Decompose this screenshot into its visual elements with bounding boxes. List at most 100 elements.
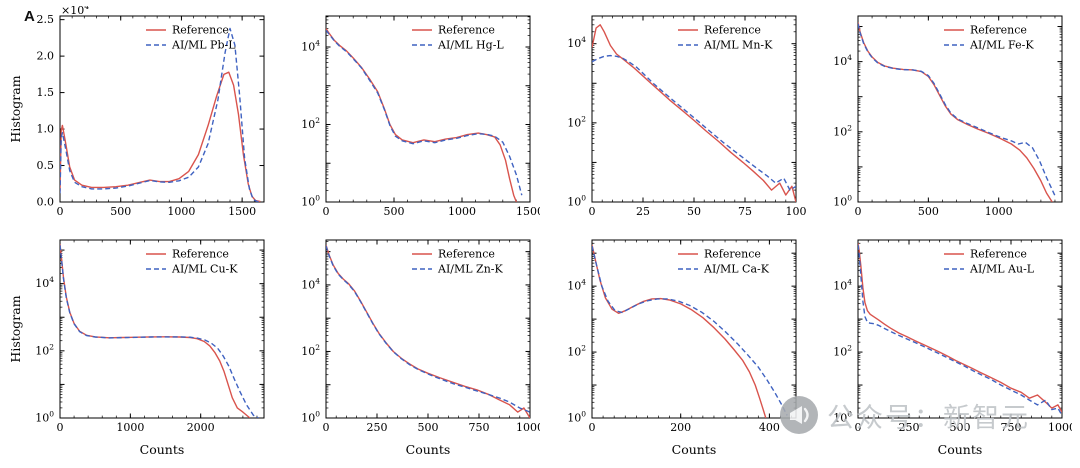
series-aiml-line bbox=[858, 23, 1056, 197]
x-axis-label: Counts bbox=[938, 442, 983, 457]
series-reference-line bbox=[592, 24, 796, 202]
x-tick-label: 0 bbox=[589, 205, 596, 218]
y-tick-label: 104 bbox=[567, 35, 586, 50]
x-tick-label: 1000 bbox=[985, 205, 1013, 218]
plot-au-l: 02505007501000100102104ReferenceAI/ML Au… bbox=[833, 239, 1076, 457]
x-tick-label: 1500 bbox=[516, 205, 540, 218]
series-reference-line bbox=[592, 244, 767, 418]
legend-label: AI/ML Zn-K bbox=[437, 263, 504, 276]
y-tick-label: 0.5 bbox=[37, 159, 55, 172]
x-tick-label: 0 bbox=[323, 205, 330, 218]
subplot-zn-k: 0 250 500 750 1000 100 102 104 Reference AI/ML Zn… bbox=[274, 230, 544, 464]
y-tick-label: 100 bbox=[833, 194, 852, 209]
x-tick-label: 500 bbox=[110, 205, 131, 218]
y-tick-label: 104 bbox=[301, 39, 320, 54]
series-reference-line bbox=[858, 243, 1062, 413]
y-tick-label: 104 bbox=[833, 53, 852, 68]
legend-label: Reference bbox=[438, 248, 495, 261]
subplot-cu-k: 0 1000 2000 100 102 104 Reference AI/ML Cu-K His… bbox=[8, 230, 274, 464]
legend-label: AI/ML Au-L bbox=[969, 263, 1035, 276]
axes-frame bbox=[857, 15, 1063, 203]
x-tick-label: 1000 bbox=[448, 205, 476, 218]
y-tick-label: 102 bbox=[833, 344, 852, 359]
legend-label: AI/ML Mn-K bbox=[703, 39, 773, 52]
series-aiml-line bbox=[592, 245, 788, 416]
y-tick-label: 2.0 bbox=[37, 50, 55, 63]
y-tick-label: 102 bbox=[301, 343, 320, 358]
axes-frame bbox=[59, 239, 265, 419]
plot-hg-l: 0 500 1000 1500 100 102 104 Reference AI/ML Hg-L bbox=[301, 15, 544, 218]
x-tick-label: 250 bbox=[367, 421, 388, 434]
series-aiml-line bbox=[60, 245, 259, 418]
y-tick-label: 102 bbox=[833, 123, 852, 138]
series-aiml-line bbox=[326, 29, 523, 196]
x-tick-label: 750 bbox=[469, 421, 490, 434]
legend-label: Reference bbox=[172, 24, 229, 37]
y-tick-label: 100 bbox=[567, 410, 586, 425]
x-tick-label: 2000 bbox=[187, 421, 215, 434]
y-tick-label: 100 bbox=[567, 194, 586, 209]
y-axis-label: Histogram bbox=[8, 295, 23, 362]
legend-label: Reference bbox=[970, 24, 1027, 37]
x-tick-label: 1000 bbox=[167, 205, 195, 218]
legend-label: Reference bbox=[704, 24, 761, 37]
x-tick-label: 200 bbox=[670, 421, 691, 434]
y-tick-label: 104 bbox=[301, 276, 320, 291]
subplot-ca-k: 0 200 400 100 102 104 Reference AI/ML Ca-K Count… bbox=[540, 230, 806, 464]
series-aiml-line bbox=[60, 27, 262, 202]
y-tick-label: 104 bbox=[35, 275, 54, 290]
watermark-text: 公众号：新智元 bbox=[827, 402, 1030, 434]
subplot-au-l: 02505007501000100102104ReferenceAI/ML Au… bbox=[806, 230, 1076, 464]
figure-grid: 0 500 1000 1500 0.0 0.5 1.0 1.5 2.0 2.5 ×104 Refere… bbox=[8, 2, 1076, 464]
y-tick-label: 100 bbox=[35, 410, 54, 425]
x-axis-label: Counts bbox=[406, 442, 451, 457]
x-tick-label: 0 bbox=[589, 421, 596, 434]
x-tick-label: 100 bbox=[786, 205, 807, 218]
series-aiml-line bbox=[326, 245, 530, 413]
axes-frame bbox=[59, 15, 265, 203]
legend-label: AI/ML Pb-L bbox=[171, 39, 236, 52]
series-aiml-line bbox=[592, 54, 796, 191]
x-axis-label: Counts bbox=[672, 442, 717, 457]
series-reference-line bbox=[326, 28, 518, 202]
x-tick-label: 50 bbox=[687, 205, 701, 218]
axes-frame bbox=[325, 15, 531, 203]
series-aiml-line bbox=[858, 244, 1062, 416]
legend-label: Reference bbox=[704, 248, 761, 261]
subplot-mn-k: 0 25 50 75 100 100 102 104 Reference AI/ML Mn-K bbox=[540, 6, 807, 230]
y-tick-label: 2.5 bbox=[37, 13, 55, 26]
y-tick-label: 100 bbox=[301, 410, 320, 425]
plot-cu-k: 0 1000 2000 100 102 104 Reference AI/ML Cu-K His… bbox=[8, 239, 265, 457]
x-tick-label: 250 bbox=[899, 421, 920, 434]
y-axis-label: Histogram bbox=[8, 75, 23, 142]
plot-pb-l: 0 500 1000 1500 0.0 0.5 1.0 1.5 2.0 2.5 ×104 Refere… bbox=[8, 2, 265, 218]
megaphone-icon bbox=[780, 396, 818, 434]
y-tick-label: 1.0 bbox=[37, 123, 55, 136]
legend-label: Reference bbox=[970, 248, 1027, 261]
x-tick-label: 0 bbox=[855, 421, 862, 434]
legend-label: Reference bbox=[438, 24, 495, 37]
subplot-hg-l: 0 500 1000 1500 100 102 104 Reference AI/ML Hg-L bbox=[274, 6, 544, 230]
x-tick-label: 500 bbox=[918, 205, 939, 218]
x-tick-label: 1000 bbox=[1048, 421, 1072, 434]
plot-ca-k: 0 200 400 100 102 104 Reference AI/ML Ca-K Count… bbox=[567, 239, 797, 457]
x-tick-label: 500 bbox=[950, 421, 971, 434]
subplot-pb-l: 0 500 1000 1500 0.0 0.5 1.0 1.5 2.0 2.5 ×104 Refere… bbox=[8, 2, 274, 230]
x-tick-label: 1000 bbox=[516, 421, 540, 434]
axis-offset-label: ×104 bbox=[61, 6, 89, 17]
y-tick-label: 102 bbox=[35, 342, 54, 357]
plot-mn-k: 0 25 50 75 100 100 102 104 Reference AI/ML Mn-K bbox=[567, 15, 807, 218]
x-tick-label: 0 bbox=[855, 205, 862, 218]
panel-label: A bbox=[24, 8, 35, 25]
legend-label: AI/ML Hg-L bbox=[437, 39, 504, 52]
x-tick-label: 0 bbox=[323, 421, 330, 434]
x-tick-label: 0 bbox=[57, 205, 64, 218]
y-tick-label: 104 bbox=[833, 278, 852, 293]
x-tick-label: 500 bbox=[384, 205, 405, 218]
y-tick-label: 1.5 bbox=[37, 86, 55, 99]
y-tick-label: 104 bbox=[567, 278, 586, 293]
x-tick-label: 750 bbox=[1001, 421, 1022, 434]
subplot-fe-k: 0 500 1000 100 102 104 Reference AI/ML Fe-K bbox=[806, 6, 1072, 230]
legend-label: AI/ML Ca-K bbox=[703, 263, 770, 276]
legend-label: AI/ML Cu-K bbox=[171, 263, 238, 276]
